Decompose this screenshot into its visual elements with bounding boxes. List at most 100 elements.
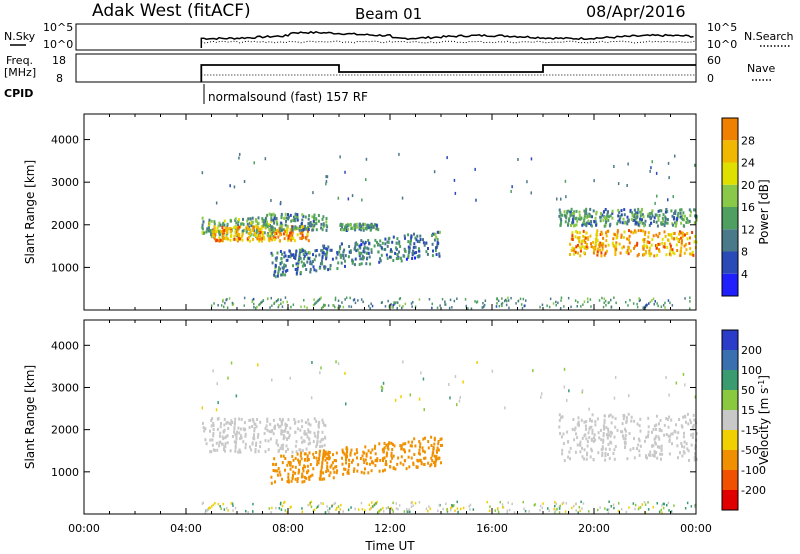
echo-cell bbox=[597, 247, 600, 251]
echo-cell bbox=[596, 229, 599, 233]
nsearch-label: N.Search bbox=[744, 30, 794, 43]
echo-cell bbox=[251, 418, 254, 421]
echo-cell bbox=[601, 445, 604, 449]
echo-cell bbox=[324, 254, 327, 258]
ground-scatter-cell bbox=[671, 304, 674, 307]
y-tick-label: 2000 bbox=[51, 424, 79, 437]
echo-cell bbox=[309, 463, 312, 466]
echo-cell bbox=[680, 424, 683, 428]
echo-cell bbox=[362, 223, 365, 227]
x-tick-label: 12:00 bbox=[374, 522, 406, 535]
echo-cell bbox=[289, 460, 291, 464]
echo-cell bbox=[581, 446, 583, 450]
ground-scatter-cell bbox=[500, 302, 503, 306]
echo-cell bbox=[608, 447, 611, 451]
echo-cell bbox=[228, 422, 231, 425]
ground-scatter-cell bbox=[647, 501, 649, 504]
echo-cell bbox=[287, 472, 290, 476]
echo-cell bbox=[360, 228, 362, 232]
ground-scatter-cell bbox=[689, 296, 691, 299]
echo-cell bbox=[573, 210, 576, 214]
colorbar-segment bbox=[722, 273, 738, 296]
echo-cell bbox=[558, 418, 561, 422]
echo-cell bbox=[599, 215, 602, 219]
echo-cell bbox=[203, 231, 206, 235]
echo-cell bbox=[245, 230, 248, 234]
echo-cell bbox=[656, 244, 658, 248]
echo-cell bbox=[370, 250, 373, 254]
echo-cell bbox=[399, 461, 402, 465]
echo-cell bbox=[649, 217, 652, 221]
echo-cell bbox=[311, 215, 314, 219]
ground-scatter-cell bbox=[334, 298, 337, 302]
echo-cell bbox=[315, 456, 318, 460]
echo-cell bbox=[359, 222, 362, 226]
echo-cell bbox=[301, 449, 304, 453]
ground-scatter-cell bbox=[219, 505, 221, 508]
echo-cell bbox=[241, 232, 244, 236]
echo-cell bbox=[207, 225, 210, 229]
ground-scatter-cell bbox=[620, 508, 623, 511]
echo-cell bbox=[397, 257, 400, 261]
echo-cell bbox=[318, 456, 321, 460]
ground-scatter-cell bbox=[414, 502, 417, 505]
echo-cell bbox=[592, 458, 595, 461]
echo-cell bbox=[345, 402, 347, 406]
echo-cell bbox=[359, 246, 362, 250]
echo-cell bbox=[628, 241, 631, 245]
echo-cell bbox=[574, 217, 577, 221]
ground-scatter-cell bbox=[451, 504, 453, 507]
echo-cell bbox=[644, 251, 647, 255]
echo-cell bbox=[603, 414, 606, 418]
echo-cell bbox=[276, 222, 279, 226]
echo-cell bbox=[574, 223, 576, 227]
echo-cell bbox=[294, 471, 297, 475]
ground-scatter-cell bbox=[223, 305, 225, 309]
echo-cell bbox=[692, 423, 695, 427]
echo-cell bbox=[300, 457, 303, 461]
echo-cell bbox=[642, 247, 645, 251]
echo-cell bbox=[235, 221, 238, 225]
echo-cell bbox=[300, 229, 303, 232]
ground-scatter-cell bbox=[439, 304, 441, 307]
echo-cell bbox=[344, 264, 346, 268]
echo-cell bbox=[585, 457, 588, 461]
echo-cell bbox=[364, 240, 367, 244]
echo-cell bbox=[415, 238, 418, 242]
echo-cell bbox=[381, 389, 383, 392]
echo-cell bbox=[633, 246, 635, 250]
echo-cell bbox=[320, 222, 323, 226]
echo-cell bbox=[394, 467, 397, 471]
echo-cell bbox=[285, 219, 287, 223]
echo-cell bbox=[388, 441, 391, 445]
ground-scatter-cell bbox=[603, 301, 605, 304]
ground-scatter-cell bbox=[225, 298, 227, 302]
echo-cell bbox=[617, 182, 620, 186]
echo-cell bbox=[584, 222, 587, 226]
echo-cell bbox=[381, 241, 384, 245]
echo-cell bbox=[651, 453, 654, 457]
echo-cell bbox=[595, 239, 598, 242]
echo-cell bbox=[646, 456, 648, 460]
echo-cell bbox=[291, 454, 294, 458]
echo-cell bbox=[391, 448, 394, 451]
echo-cell bbox=[683, 431, 685, 435]
echo-cell bbox=[383, 247, 386, 251]
echo-cell bbox=[682, 415, 685, 419]
echo-cell bbox=[390, 250, 393, 254]
echo-cell bbox=[293, 421, 296, 425]
ground-scatter-cell bbox=[286, 300, 288, 304]
echo-cell bbox=[288, 249, 291, 253]
echo-cell bbox=[434, 232, 437, 236]
echo-cell bbox=[280, 200, 282, 204]
echo-cell bbox=[217, 401, 219, 405]
echo-cell bbox=[301, 440, 304, 444]
echo-cell bbox=[620, 209, 623, 213]
echo-cell bbox=[216, 448, 219, 452]
ground-scatter-cell bbox=[376, 500, 378, 504]
echo-cell bbox=[374, 464, 377, 468]
station-title: Adak West (fitACF) bbox=[92, 1, 251, 21]
echo-cell bbox=[607, 453, 609, 456]
echo-cell bbox=[583, 239, 586, 243]
echo-cell bbox=[385, 463, 388, 466]
